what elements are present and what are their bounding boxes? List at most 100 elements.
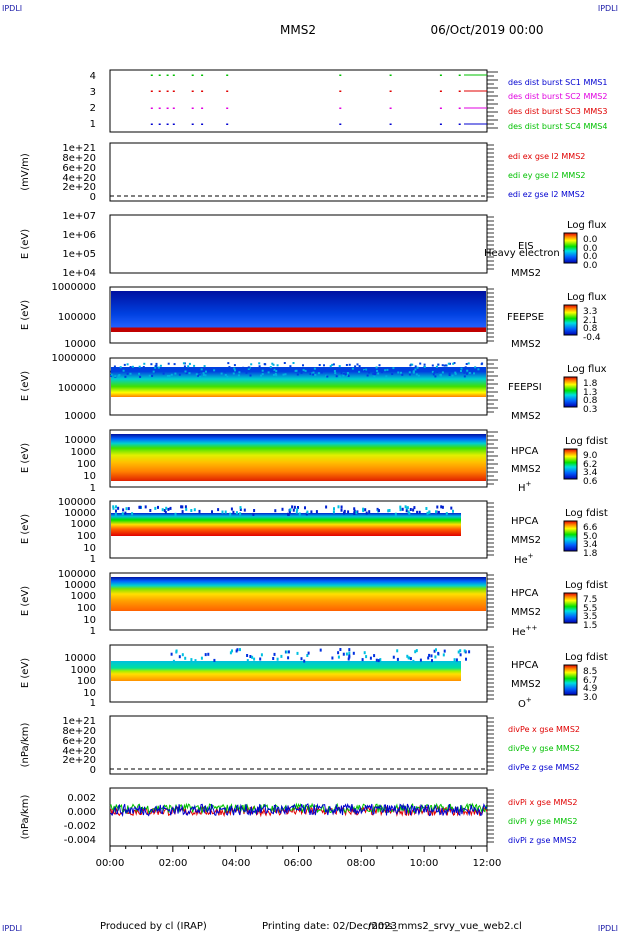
spectrogram-pixel — [204, 653, 207, 657]
spectrogram-pixel — [150, 363, 153, 366]
spectrogram-pixel — [337, 651, 340, 655]
spectrogram-pixel — [353, 507, 356, 511]
spectrogram-pixel — [124, 511, 127, 515]
spectrogram-pixel — [386, 368, 389, 371]
spectrogram-pixel — [296, 508, 299, 512]
spectrogram-pixel — [315, 510, 318, 514]
colorbar-tick: 2.1 — [583, 316, 597, 326]
spectrogram-pixel — [335, 375, 338, 378]
instrument-label: FEEPSI — [508, 382, 542, 393]
instrument-label: HPCA — [511, 588, 539, 599]
colorbar-tick: 6.7 — [583, 676, 597, 686]
spectrogram-pixel — [283, 362, 286, 364]
spectrogram-pixel — [215, 367, 218, 370]
spectrogram-pixel — [298, 369, 300, 372]
colorbar-title: Log flux — [567, 364, 607, 375]
spectrogram-pixel — [443, 649, 446, 653]
spectrogram-pixel — [378, 364, 381, 367]
spectrogram-pixel — [184, 505, 187, 509]
burst-marker — [172, 107, 175, 109]
spectrogram-pixel — [392, 367, 395, 370]
spectrogram-pixel — [381, 371, 383, 374]
ytick-label: 1000 — [71, 665, 96, 676]
spectrogram-pixel — [131, 512, 134, 516]
spectrogram-pixel — [252, 512, 255, 516]
spectrogram-pixel — [126, 372, 129, 375]
colorbar-tick: 1.5 — [583, 621, 597, 631]
corner-label-bottom-left: IPDLI — [2, 924, 23, 933]
legend-entry: divPe z gse MMS2 — [508, 763, 579, 772]
spectrogram-pixel — [310, 372, 313, 375]
spectrogram-pixel — [139, 367, 141, 370]
spectrogram-pixel — [347, 374, 350, 377]
spectrogram-pixel — [258, 367, 260, 370]
mission-title: MMS2 — [280, 23, 316, 37]
ytick-label: 0.002 — [67, 793, 96, 804]
spectrogram-pixel — [143, 362, 146, 365]
burst-marker — [439, 74, 442, 76]
spectrogram-pixel — [169, 506, 172, 510]
spectrogram-pixel — [139, 375, 142, 378]
spectrogram-pixel — [190, 658, 193, 662]
spectrogram-pixel — [385, 375, 388, 378]
spectrogram-pixel — [414, 650, 417, 654]
spectrogram-pixel — [431, 370, 434, 373]
spectrogram-pixel — [473, 372, 475, 375]
spectrogram-pixel — [418, 510, 421, 514]
spectrogram-pixel — [342, 374, 345, 377]
spectrogram-pixel — [293, 505, 296, 509]
spectrogram-pixel — [119, 366, 122, 369]
colorbar-title: Log fdist — [565, 652, 608, 663]
legend-entry: des dist burst SC4 MMS4 — [508, 122, 607, 131]
spectrogram-pixel — [412, 508, 415, 512]
spectrogram-pixel — [365, 655, 368, 659]
colorbar-eis: Log flux 0.0 0.0 0.0 0.0 — [563, 220, 607, 271]
spectrogram-pixel — [448, 374, 451, 376]
spectrogram-pixel — [200, 368, 203, 371]
spectrogram-pixel — [312, 371, 315, 374]
spectrogram-pixel — [412, 659, 415, 663]
spectrogram-pixel — [374, 373, 376, 376]
footer-produced-by: Produced by cl (IRAP) — [100, 921, 207, 932]
ytick-label: 10 — [83, 688, 96, 699]
spectrogram-pixel — [234, 369, 236, 372]
colorbar-tick: 3.4 — [583, 540, 598, 550]
spectrogram-pixel — [228, 368, 231, 371]
burst-marker — [201, 74, 204, 76]
spectrogram-pixel — [175, 650, 178, 654]
colorbar-tick: 5.0 — [583, 532, 598, 542]
instrument-label: MMS2 — [511, 679, 541, 690]
spectrogram-pixel — [173, 363, 176, 366]
spectrogram-pixel — [125, 507, 128, 511]
spectrogram-pixel — [462, 368, 465, 371]
spectrogram-pixel — [226, 375, 229, 378]
spectrogram-pixel — [302, 369, 305, 372]
spectrogram-pixel — [334, 372, 337, 375]
y-axis-label: (nPa/km) — [20, 723, 31, 768]
spectrogram-pixel — [181, 505, 184, 509]
ytick-label: 10 — [83, 543, 96, 554]
spectrogram-pixel — [481, 369, 484, 372]
spectrogram-pixel — [447, 362, 450, 365]
spectrogram-pixel — [239, 512, 242, 516]
spectrogram-pixel — [162, 372, 165, 375]
ytick-label: 1 — [90, 119, 96, 130]
spectrogram-pixel — [260, 374, 263, 377]
spectrogram-pixel — [115, 509, 117, 513]
spectrogram-pixel — [148, 374, 151, 377]
spectrogram-pixel — [358, 365, 361, 368]
spectrogram-pixel — [271, 367, 274, 370]
spectrogram-pixel — [289, 508, 292, 512]
spectrogram-pixel — [399, 508, 402, 512]
spectrogram-pixel — [351, 369, 354, 372]
colorbar-tick: 0.8 — [583, 324, 598, 334]
spectrogram-pixel — [388, 509, 391, 512]
spectrogram-pixel — [230, 507, 233, 511]
spectrogram-pixel — [198, 374, 201, 377]
spectrogram-pixel — [460, 367, 463, 370]
spectrogram-pixel — [338, 365, 341, 368]
ytick-label: 10000 — [64, 435, 96, 446]
spectrogram-pixel — [245, 371, 248, 374]
spectrogram-pixel — [426, 511, 429, 515]
spectrogram-pixel — [439, 373, 442, 376]
